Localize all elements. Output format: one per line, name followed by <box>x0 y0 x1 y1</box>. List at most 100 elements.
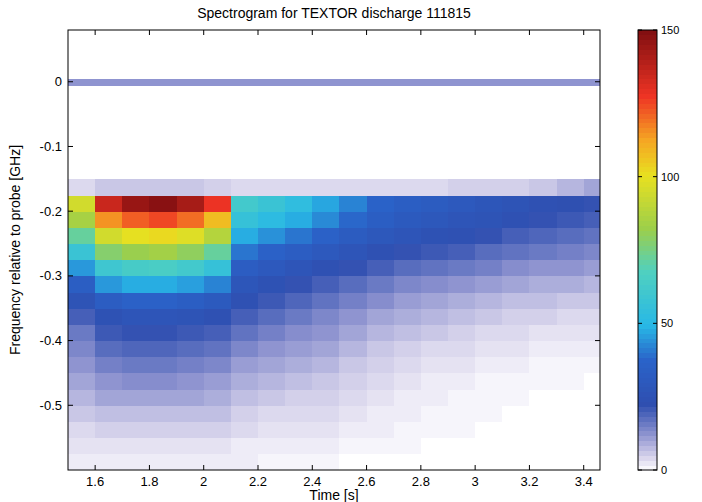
heat-cell <box>339 195 367 212</box>
colorbar-swatch <box>638 377 657 382</box>
heat-cell <box>394 292 422 309</box>
heat-cell <box>177 357 205 374</box>
heat-cell <box>285 227 313 244</box>
heat-cell <box>394 260 422 277</box>
heat-cell <box>177 276 205 293</box>
heat-cell <box>502 454 530 470</box>
x-tick-label: 2.8 <box>412 474 430 489</box>
heat-cell <box>367 308 395 325</box>
colorbar-swatch <box>638 397 657 402</box>
x-axis-title: Time [s] <box>309 487 358 502</box>
x-tick-label: 2.6 <box>358 474 376 489</box>
heat-cell <box>475 373 503 390</box>
heat-cell <box>95 260 123 277</box>
heat-cell <box>584 276 600 293</box>
heat-cell <box>502 244 530 261</box>
heat-cell <box>95 357 123 374</box>
heat-cell <box>339 324 367 341</box>
heat-cell <box>339 244 367 261</box>
heat-cell <box>177 85 205 179</box>
heat-cell <box>502 357 530 374</box>
heat-cell <box>285 421 313 438</box>
heat-cell <box>448 260 476 277</box>
heat-cell <box>421 244 449 261</box>
heat-cell <box>95 373 123 390</box>
colorbar-swatch <box>638 103 657 108</box>
colorbar-swatch <box>638 348 657 353</box>
heat-cell <box>122 373 150 390</box>
heat-cell <box>231 389 259 406</box>
heat-cell <box>448 421 476 438</box>
heat-cell <box>149 85 177 179</box>
heat-cell <box>394 79 422 86</box>
heat-cell <box>475 260 503 277</box>
heat-cell <box>177 227 205 244</box>
heat-cell <box>421 195 449 212</box>
colorbar-swatch <box>638 113 657 118</box>
heat-cell <box>122 244 150 261</box>
heat-cell <box>584 357 600 374</box>
heat-cell <box>367 179 395 196</box>
heat-cell <box>95 276 123 293</box>
heat-cell <box>475 308 503 325</box>
heat-cell <box>529 195 557 212</box>
chart: 1.61.822.22.42.62.833.23.4-0.5-0.4-0.3-0… <box>0 0 702 502</box>
x-tick <box>420 30 421 35</box>
heat-cell <box>285 79 313 86</box>
heat-cell <box>204 276 232 293</box>
x-tick <box>95 465 96 470</box>
heat-cell <box>149 324 177 341</box>
heat-cell <box>502 195 530 212</box>
heat-cell <box>448 227 476 244</box>
colorbar-swatch <box>638 338 657 343</box>
heat-cell <box>584 421 600 438</box>
colorbar-tick-label: 150 <box>661 24 679 36</box>
heat-cell <box>557 85 585 179</box>
heat-cell <box>231 260 259 277</box>
heat-cell <box>339 179 367 196</box>
heat-cell <box>475 211 503 228</box>
colorbar-swatch <box>638 416 657 421</box>
heat-cell <box>339 454 367 470</box>
colorbar-swatch <box>638 142 657 147</box>
colorbar-swatch <box>638 274 657 279</box>
heat-cell <box>177 260 205 277</box>
heat-cell <box>231 373 259 390</box>
heat-cell <box>584 308 600 325</box>
colorbar-swatch <box>638 186 657 191</box>
heat-cell <box>421 405 449 422</box>
heat-cell <box>421 341 449 358</box>
heat-cell <box>557 276 585 293</box>
heat-cell <box>529 405 557 422</box>
colorbar-tick <box>638 323 642 324</box>
heat-cell <box>204 85 232 179</box>
heat-cell <box>448 357 476 374</box>
colorbar-swatch <box>638 196 657 201</box>
colorbar-tick <box>638 470 642 471</box>
heat-cell <box>529 85 557 179</box>
colorbar-swatch <box>638 250 657 255</box>
heat-cell <box>557 341 585 358</box>
heat-cell <box>68 454 96 470</box>
heat-cell <box>177 324 205 341</box>
heat-cell <box>339 260 367 277</box>
heat-cell <box>285 357 313 374</box>
y-tick-label: -0.3 <box>40 268 62 283</box>
heat-cell <box>258 454 286 470</box>
colorbar-swatch <box>638 358 657 363</box>
heat-cell <box>448 85 476 179</box>
colorbar-swatch <box>638 289 657 294</box>
heat-cell <box>421 421 449 438</box>
x-tick <box>95 30 96 35</box>
heat-cell <box>529 179 557 196</box>
heat-cell <box>149 227 177 244</box>
colorbar-swatch <box>638 323 657 328</box>
heat-cell <box>258 85 286 179</box>
heat-cell <box>204 405 232 422</box>
heat-cell <box>68 341 96 358</box>
heat-cell <box>529 454 557 470</box>
heat-cell <box>231 405 259 422</box>
heat-cell <box>448 405 476 422</box>
heat-cell <box>177 438 205 455</box>
colorbar-swatch <box>638 167 657 172</box>
